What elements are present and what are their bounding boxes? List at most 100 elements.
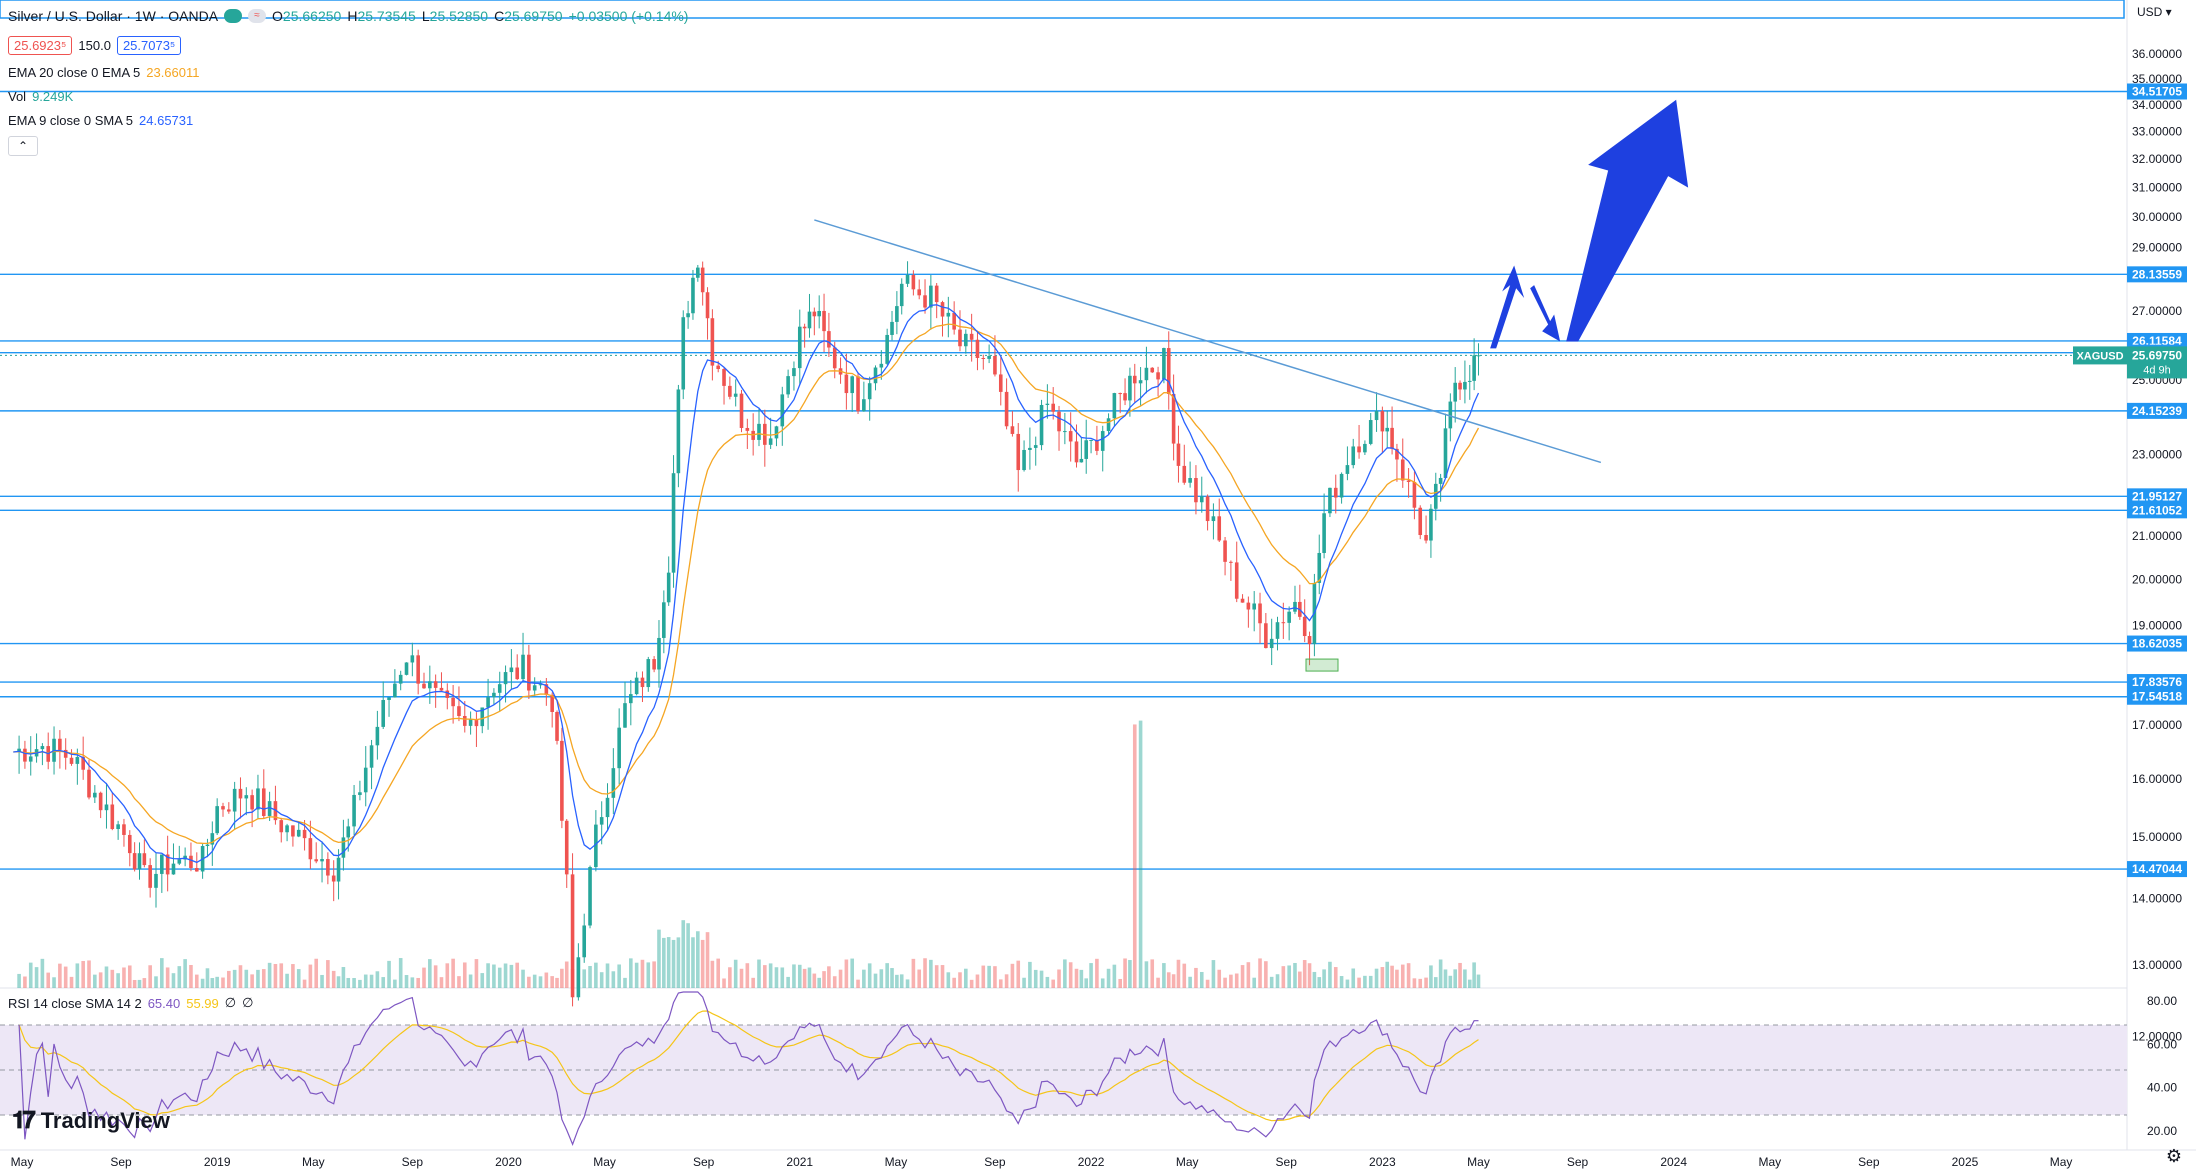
candle-body [657,637,661,670]
gear-icon[interactable]: ⚙ [2165,1146,2182,1166]
rsi-ma-line[interactable] [18,1010,1479,1122]
candle-body [993,355,997,375]
volume-bar [728,967,732,988]
volume-bar [1223,977,1227,988]
arrow-pullback[interactable] [1530,285,1561,342]
time-tick-label: May [1176,1155,1199,1169]
volume-bar [393,979,397,988]
support-box[interactable] [1305,658,1339,672]
buy-price[interactable]: 25.7073⁵ [116,36,182,55]
candle-body [474,719,479,727]
volume-bar [722,978,726,988]
candle-body [550,694,554,712]
ema9-line[interactable] [13,304,1480,864]
candle-body [716,365,721,370]
candle-body [358,792,362,795]
volume-bar [291,964,295,988]
candle-body [623,703,627,728]
candle-body [844,374,849,394]
candle-body [1223,540,1227,562]
candle-body [381,700,386,727]
volume-bar [532,974,537,988]
volume-bar [486,963,490,988]
price-axis[interactable] [2127,0,2196,1175]
candle-body [780,394,785,427]
volume-bar [1467,979,1472,988]
candle-body [1264,623,1268,649]
volume-bar [538,976,543,988]
candle-body [1199,496,1204,503]
collapse-legend-button[interactable]: ⌃ [8,136,38,156]
vol-value: 9.249K [32,89,74,104]
volume-bar [827,966,831,988]
vol-legend[interactable]: Vol 9.249K [8,89,79,104]
candle-body [81,757,85,770]
volume-bar [1240,965,1245,988]
candle-body [1068,431,1073,442]
volume-bar [700,939,705,988]
candle-body [662,602,666,638]
volume-bar [116,973,120,988]
ema20-line[interactable] [13,323,1480,845]
candle-body [1293,601,1297,612]
rsi-legend[interactable]: RSI 14 close SMA 14 2 65.40 55.99 ∅ ∅ [8,995,259,1011]
volume-bar [780,967,785,988]
tradingview-logo[interactable]: 𝟏𝟕 TradingView [12,1107,170,1135]
volume-bar [1390,965,1394,988]
volume-bar [250,974,254,988]
candle-body [210,833,215,845]
candle-body [1162,348,1166,380]
ema9-label: EMA 9 close 0 SMA 5 [8,113,134,128]
volume-bar [165,967,170,988]
candle-body [1051,403,1056,412]
candle-body [1074,441,1079,463]
arrow-up-large[interactable] [1566,99,1689,342]
volume-bar [1345,979,1350,988]
candle-body [1128,375,1132,401]
bar-countdown: 4d 9h [2143,364,2171,376]
candle-body [757,423,761,440]
candle-body [1412,481,1417,508]
volume-bar [256,969,260,988]
candle-body [1333,487,1338,498]
rsi-line[interactable] [18,991,1479,1146]
volume-bar [1287,965,1291,988]
volume-bar [261,969,266,988]
candle-body [1363,443,1367,453]
volume-bar [623,977,627,988]
candle-body [439,687,444,691]
volume-bar [451,958,455,988]
candle-body [605,797,610,818]
volume-bar [958,972,962,988]
wave-icon[interactable]: ≈ [248,9,267,23]
ema20-legend[interactable]: EMA 20 close 0 EMA 5 23.66011 [8,65,206,80]
candle-body [127,834,132,854]
candle-body [110,804,115,830]
ohlc-close: 25.69750 [504,8,563,24]
volume-bar [336,976,341,988]
time-tick-label: 2023 [1369,1155,1396,1169]
volume-bar [404,975,409,988]
volume-bar [1166,972,1171,988]
volume-bar [279,963,284,988]
symbol-title[interactable]: Silver / U.S. Dollar · 1W · OANDA [8,8,219,24]
candle-body [457,706,461,716]
candle-body [905,274,910,284]
volume-bar [964,968,968,988]
arrow-up-small[interactable] [1490,265,1525,349]
candle-body [564,820,569,875]
sell-price[interactable]: 25.6923⁵ [8,36,73,55]
volume-bar [352,978,356,988]
candle-body [634,677,639,695]
candle-body [686,313,690,318]
price-tick-label: 32.00000 [2132,152,2182,166]
ema9-legend[interactable]: EMA 9 close 0 SMA 5 24.65731 [8,113,199,128]
price-tick-label: 29.00000 [2132,240,2182,254]
candle-body [521,654,525,680]
candle-body [1205,496,1210,522]
volume-bar [1022,977,1026,988]
volume-bar [127,965,132,988]
candle-body [1132,375,1137,384]
trendline[interactable] [814,219,1602,464]
